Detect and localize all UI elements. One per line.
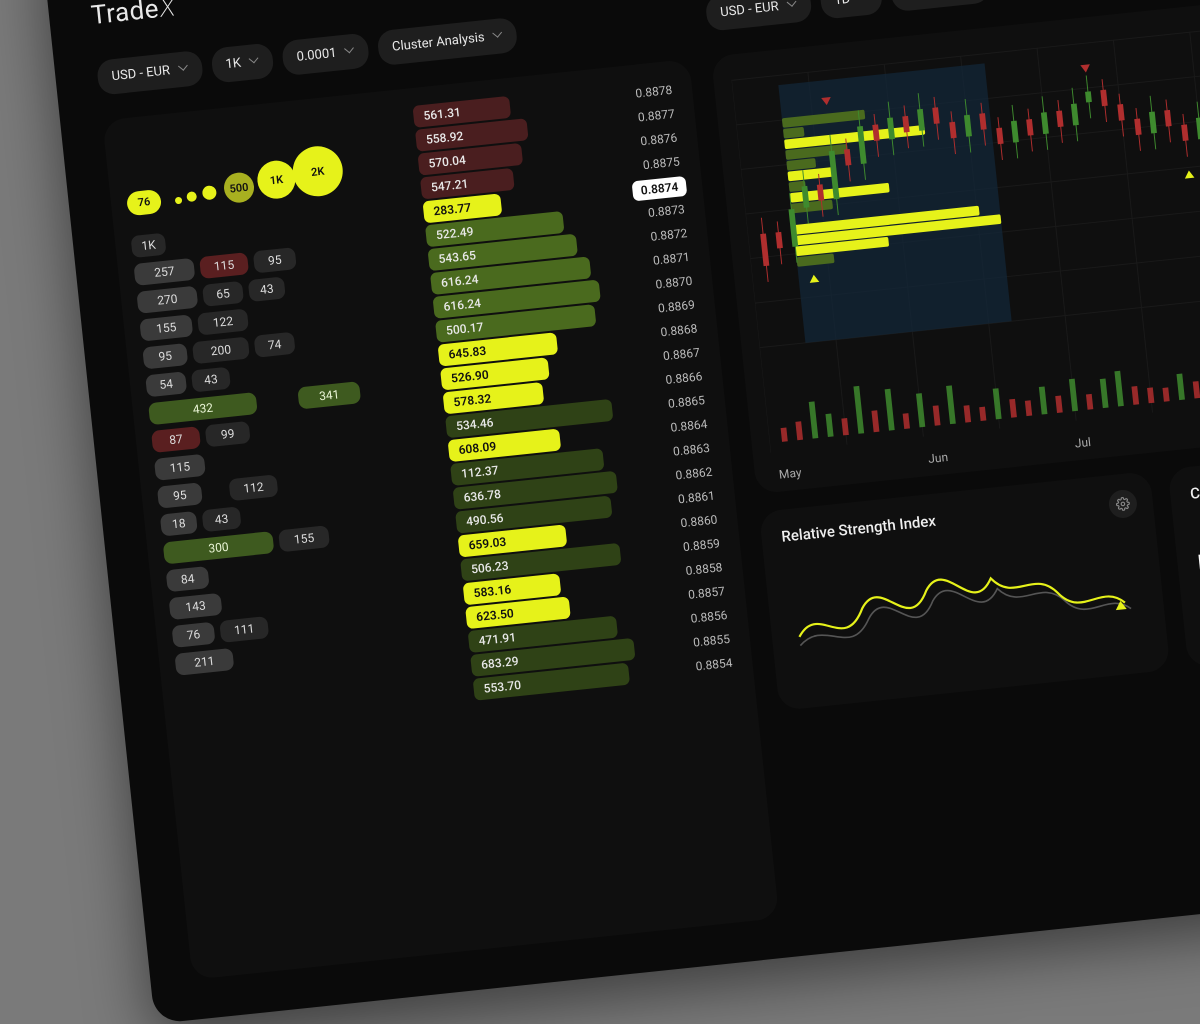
- price-chart[interactable]: [731, 0, 1200, 460]
- cluster-chip[interactable]: 95: [253, 247, 297, 273]
- cluster-chip[interactable]: 43: [191, 367, 231, 393]
- cluster-chip[interactable]: 84: [166, 566, 210, 592]
- cluster-chip[interactable]: 43: [248, 276, 286, 302]
- volume-bubble: 500: [223, 171, 256, 204]
- depth-price: 0.8873: [618, 202, 689, 223]
- cluster-chip[interactable]: 432: [148, 392, 258, 425]
- chart-select-0[interactable]: USD - EUR: [705, 0, 813, 31]
- depth-price: 0.8855: [663, 631, 734, 652]
- cluster-chip[interactable]: 95: [142, 343, 188, 369]
- chevron-down-icon: [492, 30, 503, 41]
- volume-bubble: [175, 197, 183, 205]
- app-frame: TradeX Trading ProAnalyticsStrategies US…: [40, 0, 1200, 1024]
- brand-name: Trade: [90, 0, 161, 31]
- chevron-down-icon: [344, 46, 355, 57]
- left-select-3[interactable]: Cluster Analysis: [376, 16, 518, 65]
- month-label: Jul: [1074, 435, 1092, 451]
- depth-price: 0.8865: [638, 393, 709, 414]
- gear-icon[interactable]: [1108, 489, 1139, 520]
- depth-price: 0.8863: [643, 440, 714, 461]
- right-pane: MayJunJulAugSepOct Relative Strength Ind…: [711, 0, 1200, 916]
- depth-price: 0.8866: [636, 369, 707, 390]
- cluster-chip[interactable]: 300: [163, 531, 275, 564]
- chevron-down-icon: [786, 0, 797, 10]
- depth-price: 0.8864: [641, 417, 712, 438]
- cluster-chip[interactable]: 155: [278, 525, 330, 552]
- price-chart-card: MayJunJulAugSepOct: [711, 0, 1200, 494]
- volume-bubbles: 76 5001K2K: [120, 107, 408, 226]
- depth-price: 0.8860: [651, 512, 722, 533]
- depth-price: 0.8862: [646, 464, 717, 485]
- cluster-chip[interactable]: 122: [197, 308, 249, 335]
- depth-price: 0.8877: [608, 106, 679, 127]
- cluster-chip[interactable]: 87: [151, 426, 201, 453]
- cluster-chip[interactable]: 115: [154, 454, 206, 481]
- depth-price: 0.8867: [633, 345, 704, 366]
- cluster-panel: 765001K2K 1K2571159527065431551229520074…: [102, 59, 779, 980]
- depth-price: 0.8857: [658, 584, 729, 605]
- depth-price: 0.8872: [621, 226, 692, 247]
- cluster-chip[interactable]: 155: [139, 314, 193, 341]
- depth-price: 0.8868: [631, 321, 702, 342]
- cluster-chip[interactable]: 257: [133, 258, 195, 286]
- cluster-chip[interactable]: 111: [219, 616, 269, 643]
- cluster-grid: 1K25711595270654315512295200745443432341…: [131, 207, 456, 676]
- month-label: May: [778, 465, 802, 481]
- cluster-chip[interactable]: 270: [136, 286, 198, 314]
- depth-price: 0.8871: [623, 249, 694, 270]
- cluster-chip[interactable]: 43: [202, 506, 242, 532]
- chevron-down-icon: [248, 56, 259, 67]
- volume-bubble: 1K: [256, 159, 298, 201]
- cluster-chip[interactable]: 76: [171, 622, 215, 648]
- cluster-chip[interactable]: 54: [145, 371, 187, 397]
- chevron-down-icon: [177, 63, 188, 74]
- depth-price: 0.8875: [613, 154, 684, 175]
- chart-select-1[interactable]: 1D: [819, 0, 884, 19]
- cluster-chip[interactable]: 95: [157, 482, 203, 508]
- depth-price: 0.8859: [653, 536, 724, 557]
- cluster-chip[interactable]: 65: [202, 281, 244, 307]
- cluster-chip[interactable]: 200: [192, 337, 250, 365]
- depth-price: 0.8854: [666, 655, 737, 676]
- depth-price: 0.8870: [626, 273, 697, 294]
- depth-price: 0.8861: [648, 488, 719, 509]
- depth-price: 0.8876: [611, 130, 682, 151]
- cluster-chip[interactable]: 99: [205, 421, 251, 447]
- cluster-chip[interactable]: 143: [169, 593, 223, 620]
- current-price-badge: 0.8874: [632, 175, 687, 201]
- rsi-card: Relative Strength Index: [759, 471, 1171, 711]
- month-label: Jun: [928, 450, 949, 466]
- volume-bubble: [202, 185, 217, 200]
- left-select-0[interactable]: USD - EUR: [96, 49, 204, 95]
- cluster-chip[interactable]: 341: [297, 381, 361, 409]
- cluster-chip[interactable]: 1K: [131, 233, 167, 258]
- chart-select-2[interactable]: NASDAQ: [890, 0, 990, 12]
- cluster-chip[interactable]: 112: [228, 474, 278, 501]
- depth-price: 0.8858: [656, 560, 727, 581]
- cluster-chip[interactable]: 211: [174, 648, 234, 676]
- depth-price: 0.8856: [661, 608, 732, 629]
- left-select-2[interactable]: 0.0001: [281, 32, 370, 76]
- cluster-chip[interactable]: 115: [199, 252, 249, 279]
- brand-suffix: X: [158, 0, 177, 24]
- cluster-chip[interactable]: 18: [160, 511, 198, 537]
- depth-price: 0.8869: [628, 297, 699, 318]
- volume-bubble: 2K: [290, 144, 345, 199]
- left-select-1[interactable]: 1K: [210, 42, 275, 83]
- depth-price: 0.8878: [606, 82, 677, 103]
- volume-bubble: [186, 191, 197, 202]
- volume-bubble: 76: [126, 189, 162, 216]
- cluster-chip[interactable]: 74: [254, 332, 296, 358]
- cpi-card: Consumer Price Index Neutral Mood Februa…: [1168, 428, 1200, 668]
- chevron-down-icon: [857, 0, 868, 3]
